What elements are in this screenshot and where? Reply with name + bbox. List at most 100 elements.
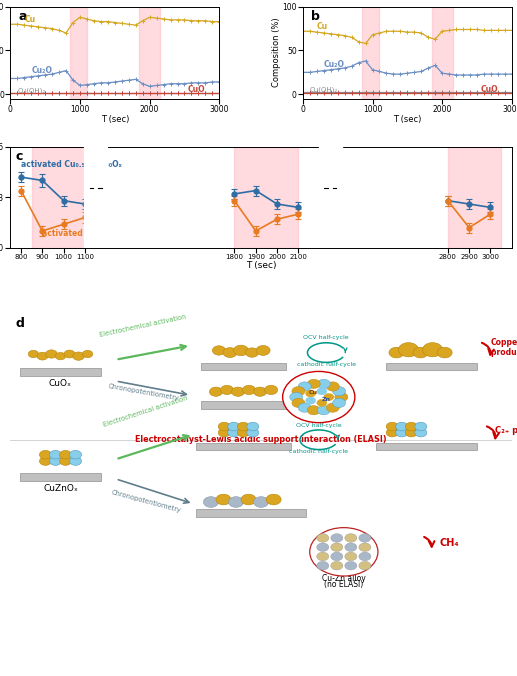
Circle shape: [298, 403, 311, 412]
Circle shape: [332, 398, 345, 408]
Circle shape: [218, 422, 230, 431]
Text: Cu-Zn alloy: Cu-Zn alloy: [322, 575, 366, 583]
Text: C₂₊ products: C₂₊ products: [495, 427, 517, 435]
Circle shape: [307, 379, 320, 389]
Text: CH₄: CH₄: [439, 538, 459, 548]
Circle shape: [55, 352, 66, 360]
Circle shape: [317, 533, 329, 542]
Text: Electrochemical activation: Electrochemical activation: [103, 395, 189, 429]
Text: Chronopotentiometry: Chronopotentiometry: [108, 383, 179, 402]
Circle shape: [386, 422, 398, 431]
Bar: [362, 7, 379, 99]
Circle shape: [399, 343, 419, 357]
Text: Cu(OH)₂: Cu(OH)₂: [310, 86, 338, 93]
Circle shape: [203, 497, 219, 508]
Circle shape: [227, 429, 240, 437]
Text: OCV half-cycle: OCV half-cycle: [296, 423, 342, 429]
Circle shape: [39, 450, 52, 459]
Circle shape: [405, 422, 417, 431]
Circle shape: [237, 429, 249, 437]
Bar: [376, 443, 477, 450]
Circle shape: [310, 528, 378, 576]
Circle shape: [256, 345, 270, 356]
Circle shape: [359, 543, 371, 552]
Circle shape: [283, 371, 355, 422]
Text: Cu(OH)₂: Cu(OH)₂: [17, 87, 45, 93]
Circle shape: [45, 350, 57, 358]
Circle shape: [389, 347, 404, 358]
X-axis label: T (sec): T (sec): [393, 115, 421, 124]
Circle shape: [253, 387, 267, 396]
Text: OCV half-cycle: OCV half-cycle: [303, 335, 349, 340]
Text: Cu: Cu: [317, 22, 328, 30]
Bar: [234, 147, 298, 248]
Circle shape: [359, 562, 371, 570]
Circle shape: [306, 397, 316, 404]
Circle shape: [209, 387, 222, 396]
Text: a: a: [19, 9, 27, 22]
Circle shape: [317, 543, 329, 552]
Circle shape: [386, 429, 398, 437]
Circle shape: [345, 543, 357, 552]
Circle shape: [317, 400, 327, 406]
Circle shape: [265, 385, 278, 395]
Text: Copper-like
product profile: Copper-like product profile: [491, 337, 517, 357]
Bar: [386, 362, 477, 370]
Circle shape: [437, 347, 452, 358]
Circle shape: [422, 343, 443, 357]
Bar: [201, 362, 286, 370]
Circle shape: [331, 543, 343, 552]
X-axis label: T (sec): T (sec): [101, 115, 129, 124]
Circle shape: [223, 347, 237, 358]
Circle shape: [292, 398, 305, 408]
Circle shape: [290, 393, 303, 402]
Text: activated CuOₓ: activated CuOₓ: [42, 229, 107, 238]
Text: Electrochemical activation: Electrochemical activation: [99, 313, 187, 337]
Bar: [201, 401, 296, 409]
Circle shape: [345, 552, 357, 560]
Circle shape: [242, 385, 255, 395]
Circle shape: [307, 406, 320, 415]
Text: b: b: [311, 9, 320, 22]
Circle shape: [229, 497, 244, 508]
Circle shape: [405, 429, 417, 437]
Circle shape: [317, 379, 330, 389]
Bar: [32, 147, 85, 248]
Circle shape: [317, 562, 329, 570]
Bar: [448, 147, 501, 248]
Text: CuO: CuO: [480, 85, 498, 94]
Circle shape: [332, 387, 345, 396]
Circle shape: [317, 406, 330, 415]
Text: c: c: [16, 150, 23, 163]
Circle shape: [317, 552, 329, 560]
Circle shape: [413, 347, 428, 358]
Bar: [432, 7, 452, 99]
Bar: [70, 7, 87, 99]
Circle shape: [298, 382, 311, 391]
Circle shape: [415, 422, 427, 431]
Circle shape: [50, 457, 62, 465]
Text: CuOₓ: CuOₓ: [49, 379, 72, 389]
Circle shape: [39, 457, 52, 465]
Text: Cu₂O: Cu₂O: [324, 60, 345, 69]
Bar: [20, 473, 101, 481]
Circle shape: [50, 450, 62, 459]
Circle shape: [227, 422, 240, 431]
Circle shape: [237, 422, 249, 431]
Text: Cu: Cu: [309, 390, 318, 395]
Circle shape: [69, 457, 82, 465]
Text: d: d: [16, 317, 24, 330]
Text: CuO: CuO: [188, 85, 206, 94]
Circle shape: [37, 352, 48, 360]
Text: cathodic half-cycle: cathodic half-cycle: [297, 362, 356, 367]
Bar: [84, 147, 108, 248]
Text: Zn: Zn: [322, 397, 331, 402]
Circle shape: [335, 393, 348, 402]
Circle shape: [324, 393, 334, 401]
Circle shape: [266, 494, 281, 505]
Text: Chronopotentiometry: Chronopotentiometry: [110, 489, 181, 514]
Circle shape: [73, 352, 84, 360]
Text: CuZnOₓ: CuZnOₓ: [43, 484, 78, 493]
Circle shape: [220, 385, 234, 395]
Text: (no ELASI): (no ELASI): [324, 580, 363, 589]
